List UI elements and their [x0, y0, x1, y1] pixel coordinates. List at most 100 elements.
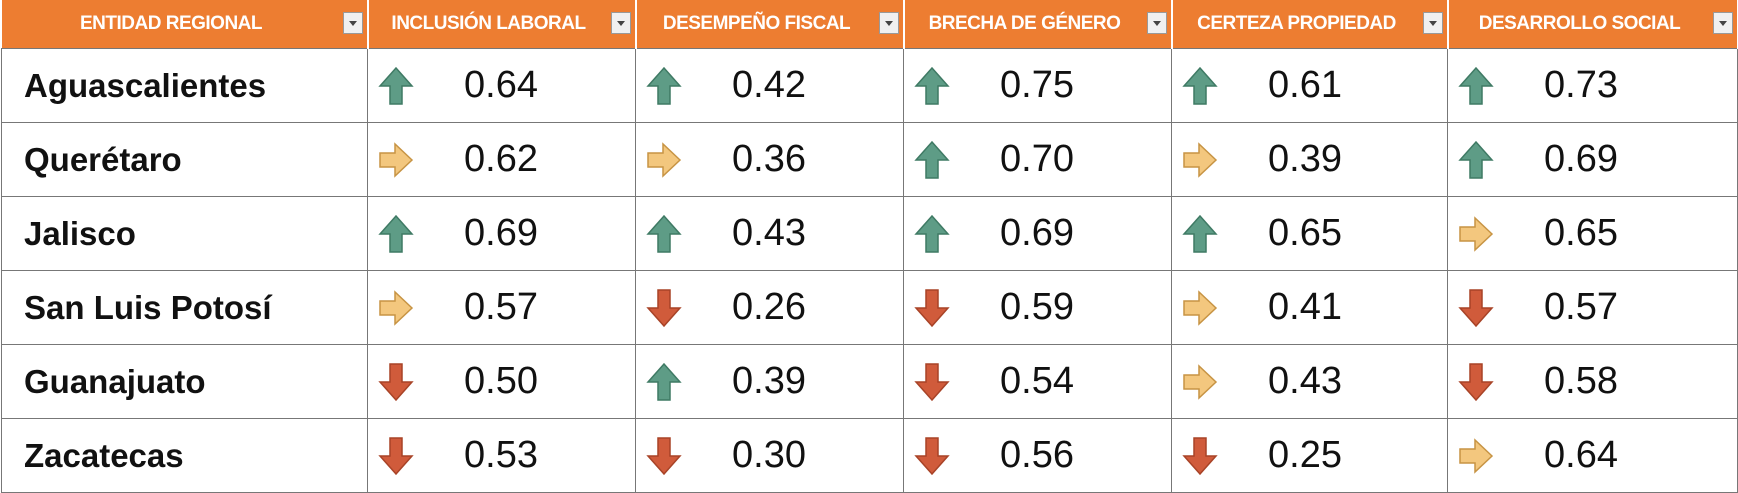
table-row: San Luis Potosí 0.57 0.26 0.59 0.41 0.57 — [1, 270, 1738, 345]
header-text: DESARROLLO SOCIAL — [1478, 13, 1681, 34]
cell-value: 0.41 — [1268, 286, 1342, 328]
arrow-down — [1458, 363, 1494, 402]
cell-value: 0.26 — [732, 286, 806, 328]
arrow-up — [914, 66, 950, 105]
arrow-right — [379, 290, 414, 326]
region-name: San Luis Potosí — [1, 270, 368, 345]
arrow-right — [1183, 364, 1218, 400]
cell-value: 0.62 — [464, 138, 538, 180]
value-cell: 0.43 — [1171, 344, 1448, 419]
column-header: ENTIDAD REGIONAL — [1, 0, 369, 49]
cell-value: 0.64 — [1544, 434, 1618, 476]
cell-value: 0.69 — [464, 212, 538, 254]
value-cell: 0.58 — [1447, 344, 1738, 419]
value-cell: 0.30 — [635, 418, 904, 493]
value-cell: 0.61 — [1171, 48, 1448, 123]
arrow-down — [378, 363, 414, 402]
arrow-down — [378, 437, 414, 476]
value-cell: 0.42 — [635, 48, 904, 123]
arrow-right — [647, 142, 682, 178]
arrow-right — [379, 142, 414, 178]
value-cell: 0.53 — [367, 418, 636, 493]
arrow-up — [378, 214, 414, 253]
arrow-right — [1183, 142, 1218, 178]
cell-value: 0.56 — [1000, 434, 1074, 476]
value-cell: 0.69 — [367, 196, 636, 271]
cell-value: 0.70 — [1000, 138, 1074, 180]
value-cell: 0.70 — [903, 122, 1172, 197]
cell-value: 0.73 — [1544, 64, 1618, 106]
arrow-down — [914, 437, 950, 476]
column-header: DESARROLLO SOCIAL — [1447, 0, 1738, 49]
cell-value: 0.39 — [1268, 138, 1342, 180]
arrow-up — [646, 66, 682, 105]
column-header: BRECHA DE GÉNERO — [903, 0, 1173, 49]
column-header: CERTEZA PROPIEDAD — [1171, 0, 1449, 49]
region-name: Jalisco — [1, 196, 368, 271]
value-cell: 0.25 — [1171, 418, 1448, 493]
arrow-down — [646, 437, 682, 476]
value-cell: 0.62 — [367, 122, 636, 197]
filter-dropdown[interactable] — [1422, 12, 1443, 34]
cell-value: 0.69 — [1544, 138, 1618, 180]
arrow-down — [914, 289, 950, 328]
cell-value: 0.64 — [464, 64, 538, 106]
value-cell: 0.41 — [1171, 270, 1448, 345]
value-cell: 0.64 — [1447, 418, 1738, 493]
arrow-down — [646, 289, 682, 328]
column-header: INCLUSIÓN LABORAL — [367, 0, 637, 49]
cell-value: 0.57 — [464, 286, 538, 328]
value-cell: 0.75 — [903, 48, 1172, 123]
table-row: Guanajuato 0.50 0.39 0.54 0.43 0.58 — [1, 344, 1738, 419]
value-cell: 0.39 — [1171, 122, 1448, 197]
filter-dropdown[interactable] — [1146, 12, 1167, 34]
arrow-up — [1182, 66, 1218, 105]
arrow-up — [1458, 140, 1494, 179]
cell-value: 0.42 — [732, 64, 806, 106]
cell-value: 0.65 — [1268, 212, 1342, 254]
table-body: Aguascalientes 0.64 0.42 0.75 0.61 0.73 Querét… — [1, 48, 1738, 493]
header-text: DESEMPEÑO FISCAL — [662, 13, 851, 34]
region-name: Querétaro — [1, 122, 368, 197]
arrow-right — [1459, 438, 1494, 474]
filter-dropdown[interactable] — [878, 12, 899, 34]
cell-value: 0.50 — [464, 360, 538, 402]
cell-value: 0.57 — [1544, 286, 1618, 328]
cell-value: 0.61 — [1268, 64, 1342, 106]
region-name: Zacatecas — [1, 418, 368, 493]
header-text: ENTIDAD REGIONAL — [80, 13, 263, 34]
value-cell: 0.64 — [367, 48, 636, 123]
arrow-down — [914, 363, 950, 402]
value-cell: 0.57 — [1447, 270, 1738, 345]
filter-dropdown[interactable] — [342, 12, 363, 34]
table-row: Aguascalientes 0.64 0.42 0.75 0.61 0.73 — [1, 48, 1738, 123]
value-cell: 0.26 — [635, 270, 904, 345]
arrow-down — [1182, 437, 1218, 476]
value-cell: 0.56 — [903, 418, 1172, 493]
column-header: DESEMPEÑO FISCAL — [635, 0, 905, 49]
cell-value: 0.69 — [1000, 212, 1074, 254]
value-cell: 0.50 — [367, 344, 636, 419]
value-cell: 0.73 — [1447, 48, 1738, 123]
cell-value: 0.59 — [1000, 286, 1074, 328]
filter-dropdown[interactable] — [610, 12, 631, 34]
cell-value: 0.75 — [1000, 64, 1074, 106]
value-cell: 0.65 — [1447, 196, 1738, 271]
arrow-right — [1183, 290, 1218, 326]
value-cell: 0.36 — [635, 122, 904, 197]
value-cell: 0.59 — [903, 270, 1172, 345]
table-row: Zacatecas 0.53 0.30 0.56 0.25 0.64 — [1, 418, 1738, 493]
table-row: Querétaro 0.62 0.36 0.70 0.39 0.69 — [1, 122, 1738, 197]
value-cell: 0.43 — [635, 196, 904, 271]
filter-dropdown[interactable] — [1712, 12, 1733, 34]
arrow-up — [646, 362, 682, 401]
cell-value: 0.65 — [1544, 212, 1618, 254]
value-cell: 0.65 — [1171, 196, 1448, 271]
arrow-up — [914, 140, 950, 179]
cell-value: 0.53 — [464, 434, 538, 476]
header-text: INCLUSIÓN LABORAL — [391, 13, 586, 34]
value-cell: 0.57 — [367, 270, 636, 345]
table-row: Jalisco 0.69 0.43 0.69 0.65 0.65 — [1, 196, 1738, 271]
